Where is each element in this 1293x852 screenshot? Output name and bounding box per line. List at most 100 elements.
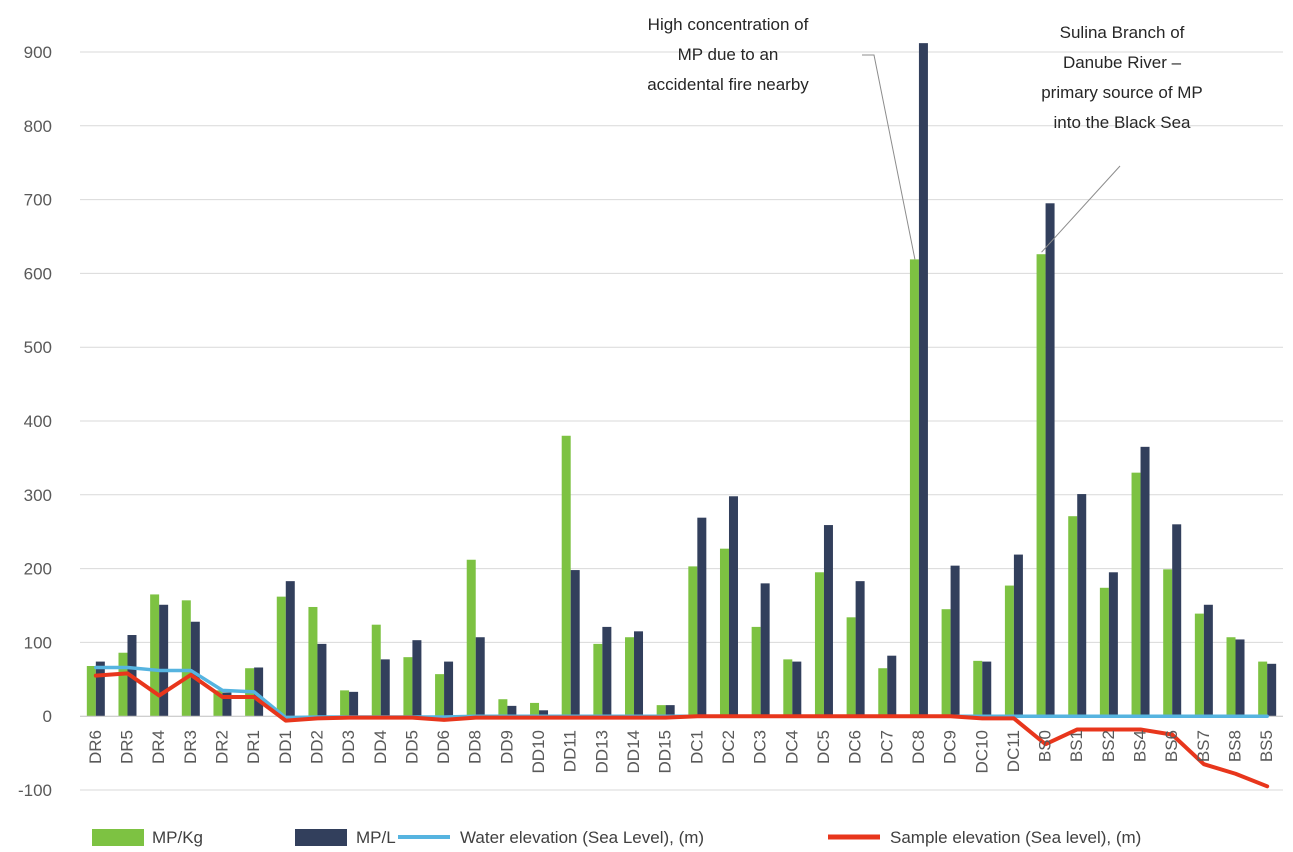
bar-mpl: [539, 710, 549, 717]
bar-mpkg: [86, 666, 96, 717]
bar-mpkg: [751, 626, 761, 717]
bar-mpl: [792, 661, 802, 717]
bar-mpkg: [878, 668, 888, 717]
x-tick-label: BS4: [1131, 730, 1150, 762]
x-tick-label: DC8: [909, 730, 928, 764]
x-tick-label: DC10: [972, 730, 991, 773]
legend-label: MP/L: [356, 828, 396, 847]
x-tick-label: DR3: [181, 730, 200, 764]
bar-mpkg: [846, 617, 856, 717]
x-tick-label: DR1: [244, 730, 263, 764]
bar-mpl: [760, 583, 770, 717]
bar-mpl: [570, 570, 580, 717]
bar-mpl: [254, 667, 264, 717]
bar-mpkg: [941, 609, 951, 717]
bar-mpkg: [1131, 472, 1141, 717]
annotation-line: accidental fire nearby: [647, 75, 809, 94]
x-tick-label: DD8: [466, 730, 485, 764]
bar-mpl: [349, 691, 359, 717]
bar-mpkg: [593, 643, 603, 717]
y-tick-label: 400: [24, 412, 52, 431]
bar-mpl: [602, 626, 612, 717]
bar-mpkg: [371, 624, 381, 717]
x-tick-label: BS5: [1257, 730, 1276, 762]
legend-label: MP/Kg: [152, 828, 203, 847]
bar-mpl: [823, 525, 833, 717]
x-tick-label: DD14: [624, 730, 643, 773]
x-tick-label: DC9: [941, 730, 960, 764]
x-tick-label: DD6: [434, 730, 453, 764]
bar-mpl: [1235, 639, 1245, 717]
x-axis-ticks: DR6 DR5 DR4 DR3 DR2 DR1 DD1 DD2 DD3 DD4 DD5 DD6 DD8 D…: [86, 730, 1276, 773]
x-tick-label: DD13: [592, 730, 611, 773]
bar-mpl: [475, 637, 485, 717]
bar-mpkg: [276, 596, 286, 717]
y-tick-label: 900: [24, 43, 52, 62]
bar-mpl: [855, 581, 865, 717]
x-tick-label: DR2: [212, 730, 231, 764]
x-tick-label: BS1: [1067, 730, 1086, 762]
x-tick-label: DD11: [561, 730, 580, 772]
bar-mpl: [95, 661, 105, 717]
annotation-line: into the Black Sea: [1053, 113, 1191, 132]
bar-mpkg: [1004, 585, 1014, 717]
y-tick-label: 300: [24, 486, 52, 505]
x-tick-label: BS7: [1194, 730, 1213, 762]
bar-mpl: [159, 604, 169, 717]
bar-mpl: [982, 661, 992, 717]
legend-swatch: [295, 829, 347, 846]
x-tick-label: DR6: [86, 730, 105, 764]
bar-mpl: [412, 640, 422, 717]
x-tick-label: BS8: [1226, 730, 1245, 762]
bar-mpkg: [1163, 569, 1173, 717]
annotation-line: Danube River –: [1063, 53, 1182, 72]
x-tick-label: DD5: [402, 730, 421, 764]
bar-mpkg: [814, 572, 824, 717]
bar-mpl: [1267, 663, 1277, 717]
x-tick-label: DD9: [497, 730, 516, 764]
bar-mpkg: [1194, 613, 1204, 717]
bar-mpkg: [719, 548, 729, 717]
x-tick-label: DC11: [1004, 730, 1023, 772]
x-tick-label: DD2: [307, 730, 326, 764]
x-tick-label: DD15: [656, 730, 675, 773]
bar-mpl: [950, 565, 960, 717]
bar-mpl: [1203, 604, 1213, 717]
bar-mpkg: [1258, 661, 1268, 717]
bar-mpl: [285, 581, 295, 717]
bar-mpkg: [340, 690, 350, 717]
annotation-line: Sulina Branch of: [1060, 23, 1185, 42]
x-tick-label: BS6: [1162, 730, 1181, 762]
annotations: High concentration of MP due to an acciden…: [647, 15, 1203, 260]
bar-mpl: [1140, 446, 1150, 717]
legend: MP/Kg MP/L Water elevation (Sea Level), (m…: [92, 828, 1141, 847]
bar-mpkg: [783, 659, 793, 717]
bar-mpl: [697, 517, 707, 717]
bar-mpkg: [1226, 637, 1236, 717]
bar-mpkg: [656, 705, 666, 717]
bar-mpl: [1045, 203, 1055, 717]
bar-mpkg: [403, 657, 413, 717]
x-tick-label: DC5: [814, 730, 833, 764]
x-tick-label: BS0: [1036, 730, 1055, 762]
y-tick-label: 0: [43, 707, 52, 726]
annotation-line: High concentration of: [648, 15, 809, 34]
y-tick-label: 700: [24, 191, 52, 210]
bar-mpl: [665, 705, 675, 717]
bar-mpkg: [530, 702, 540, 717]
bar-mpl: [444, 661, 454, 717]
series-line-sample-elevation: [93, 671, 1270, 789]
bar-mpkg: [625, 637, 635, 717]
bar-mpl: [507, 705, 517, 717]
bar-mpl: [918, 43, 928, 717]
bar-mpl: [380, 659, 390, 717]
y-tick-label: 800: [24, 117, 52, 136]
bar-mpkg: [181, 600, 191, 717]
bar-mpkg: [308, 606, 318, 717]
x-tick-label: DC6: [846, 730, 865, 764]
bar-mpkg: [498, 699, 508, 717]
annotation-line: primary source of MP: [1041, 83, 1203, 102]
bar-mpl: [317, 643, 327, 717]
bar-mpl: [1108, 572, 1118, 717]
